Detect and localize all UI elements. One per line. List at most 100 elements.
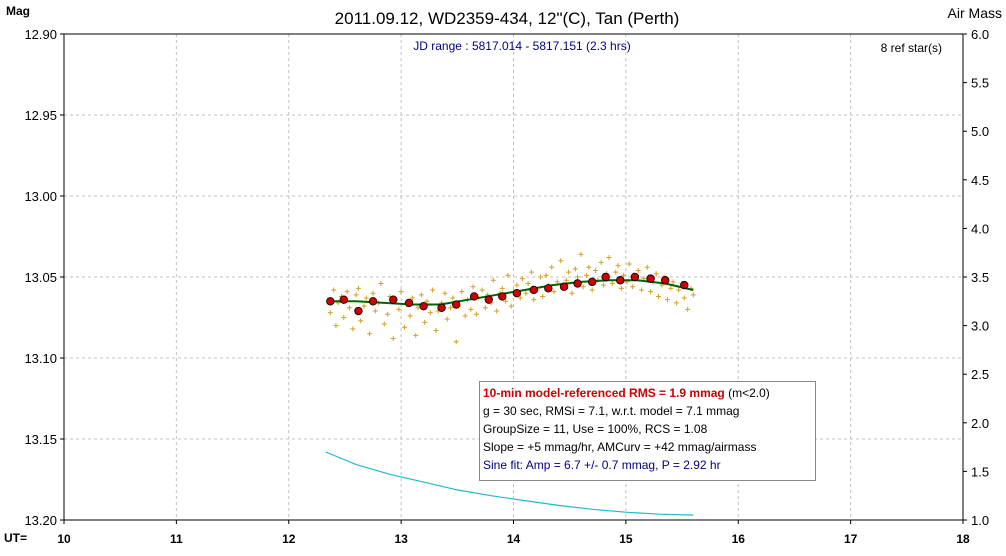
airmass-series (325, 451, 694, 516)
x-axis-ticks: 10 11 12 13 14 15 16 17 18 (57, 520, 970, 546)
x-tick-label: 11 (170, 532, 183, 546)
raw-point (470, 284, 476, 290)
raw-point (367, 331, 373, 337)
raw-point (670, 279, 676, 285)
raw-point (508, 303, 514, 309)
binned-point (389, 295, 398, 304)
raw-point (372, 308, 378, 314)
binned-point (680, 280, 689, 290)
raw-point (554, 279, 560, 285)
ref-stars-label: 8 ref star(s) (881, 41, 942, 55)
raw-point (578, 251, 584, 257)
raw-point (630, 284, 636, 290)
raw-point (398, 289, 404, 295)
raw-point (586, 264, 592, 270)
binned-point (498, 292, 507, 301)
raw-point (413, 332, 419, 338)
binned-point (339, 295, 349, 304)
raw-point (361, 303, 367, 309)
binned-point (484, 295, 493, 304)
raw-point (606, 255, 612, 261)
binned-point (469, 292, 479, 301)
raw-point (444, 316, 450, 322)
y-right-tick-label: 3.0 (971, 319, 989, 334)
binned-point (512, 289, 522, 298)
raw-point (479, 287, 485, 293)
raw-point (390, 336, 396, 342)
binned-point (404, 298, 414, 308)
raw-point (422, 319, 428, 325)
raw-point (540, 293, 546, 299)
raw-point (409, 295, 415, 301)
stats-box: 10-min model-referenced RMS = 1.9 mmag (… (479, 381, 816, 481)
raw-point (363, 295, 369, 301)
raw-point (355, 285, 361, 291)
x-tick-label: 17 (844, 532, 858, 546)
raw-point (566, 269, 572, 275)
rms-suffix: (m<2.0) (724, 386, 770, 400)
raw-point (401, 324, 407, 330)
rms-value: 10-min model-referenced RMS = 1.9 mmag (483, 386, 725, 400)
y-axis-right-label: Air Mass (948, 5, 1002, 21)
y-left-tick-label: 13.15 (24, 432, 57, 447)
raw-point (685, 306, 691, 312)
y-right-tick-label: 1.5 (971, 464, 989, 479)
raw-point (644, 264, 650, 270)
raw-point (655, 293, 661, 299)
raw-point (653, 271, 659, 277)
raw-point (615, 263, 621, 269)
raw-point (584, 272, 590, 278)
raw-point (514, 282, 520, 288)
y-left-tick-label: 12.95 (24, 108, 57, 123)
raw-point (517, 295, 523, 301)
raw-point (341, 315, 347, 320)
binned-point (601, 272, 610, 282)
y-left-tick-label: 12.90 (24, 27, 57, 42)
grid-lines (64, 34, 963, 520)
raw-point (668, 285, 674, 291)
raw-point (462, 313, 468, 319)
raw-point (593, 268, 599, 274)
binned-point (559, 282, 569, 291)
raw-point (490, 277, 496, 283)
raw-point (598, 259, 604, 265)
raw-point (430, 287, 436, 293)
raw-point (569, 290, 575, 296)
raw-point (549, 264, 555, 270)
model-fit-line (330, 279, 694, 306)
binned-point (544, 284, 553, 293)
raw-point (499, 285, 505, 291)
raw-point (482, 305, 488, 311)
raw-point (333, 323, 339, 329)
raw-point (648, 289, 654, 295)
raw-point (664, 297, 670, 303)
raw-point (537, 274, 543, 280)
raw-point (600, 282, 606, 288)
sampling-line: g = 30 sec, RMSi = 7.1, w.r.t. model = 7… (483, 404, 740, 418)
raw-point (370, 290, 376, 296)
raw-point (575, 274, 581, 280)
jd-range-subtitle: JD range : 5817.014 - 5817.151 (2.3 hrs) (413, 39, 630, 53)
raw-point (505, 272, 511, 278)
y-left-tick-label: 13.20 (24, 513, 57, 528)
raw-point (551, 289, 557, 295)
raw-point (344, 289, 350, 295)
y-right-tick-label: 4.5 (971, 173, 989, 188)
x-tick-label: 12 (282, 532, 296, 546)
raw-point (459, 289, 465, 295)
raw-point (473, 311, 479, 317)
raw-point (378, 280, 384, 286)
binned-point (326, 297, 335, 306)
x-tick-label: 10 (57, 532, 71, 546)
binned-point (437, 303, 446, 312)
raw-point (424, 298, 430, 304)
model-series (330, 279, 694, 306)
raw-point (580, 284, 586, 290)
raw-point (531, 297, 537, 303)
rms-line: 10-min model-referenced RMS = 1.9 mmag (… (483, 384, 815, 402)
raw-point (327, 310, 333, 316)
raw-point (350, 326, 356, 332)
raw-point (528, 269, 534, 275)
raw-point (381, 321, 387, 327)
raw-point (572, 266, 578, 272)
